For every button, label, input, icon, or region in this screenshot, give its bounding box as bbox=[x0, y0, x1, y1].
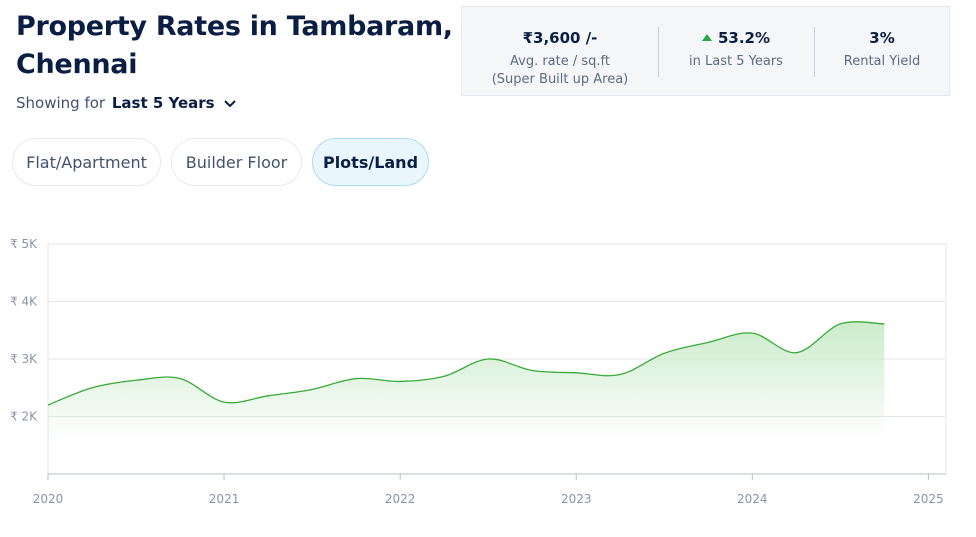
y-tick-label: ₹ 5K bbox=[10, 237, 38, 251]
x-tick-label: 2024 bbox=[737, 492, 768, 506]
chevron-down-icon bbox=[224, 99, 237, 107]
period-selector[interactable]: Showing for Last 5 Years bbox=[16, 94, 237, 112]
series-line bbox=[47, 321, 885, 406]
rental-yield-value: 3% bbox=[869, 29, 895, 47]
growth-label: in Last 5 Years bbox=[689, 54, 783, 69]
x-tick-label: 2022 bbox=[385, 492, 416, 506]
y-tick-label: ₹ 2K bbox=[10, 410, 38, 424]
tab-builder-floor[interactable]: Builder Floor bbox=[171, 138, 302, 186]
x-tick-label: 2025 bbox=[913, 492, 944, 506]
x-tick-label: 2023 bbox=[561, 492, 592, 506]
tab-plots-land[interactable]: Plots/Land bbox=[312, 138, 429, 186]
avg-rate-value: ₹3,600 /- bbox=[522, 29, 598, 47]
rental-yield-label: Rental Yield bbox=[843, 54, 921, 69]
up-arrow-icon bbox=[701, 34, 712, 41]
page-title: Property Rates in Tambaram, Chennai bbox=[16, 11, 453, 80]
series-area bbox=[48, 321, 885, 440]
y-tick-label: ₹ 4K bbox=[10, 295, 38, 309]
period-value: Last 5 Years bbox=[111, 94, 215, 112]
avg-rate-sublabel: (Super Built up Area) bbox=[491, 72, 629, 87]
stat-rental-yield: 3% Rental Yield bbox=[815, 7, 949, 97]
tab-flat-apartment[interactable]: Flat/Apartment bbox=[12, 138, 161, 186]
stats-panel: ₹3,600 /- Avg. rate / sq.ft (Super Built… bbox=[461, 6, 950, 96]
x-tick-label: 2021 bbox=[209, 492, 240, 506]
stat-avg-rate: ₹3,600 /- Avg. rate / sq.ft (Super Built… bbox=[462, 7, 658, 97]
x-tick-label: 2020 bbox=[33, 492, 64, 506]
avg-rate-label: Avg. rate / sq.ft bbox=[510, 54, 610, 69]
growth-value: 53.2% bbox=[717, 29, 771, 47]
stat-growth: 53.2% in Last 5 Years bbox=[659, 7, 813, 97]
stats-divider bbox=[814, 27, 815, 77]
y-tick-label: ₹ 3K bbox=[10, 352, 38, 366]
stats-divider bbox=[658, 27, 659, 77]
growth-value-wrap: 53.2% bbox=[659, 29, 813, 47]
showing-prefix: Showing for bbox=[16, 94, 106, 112]
